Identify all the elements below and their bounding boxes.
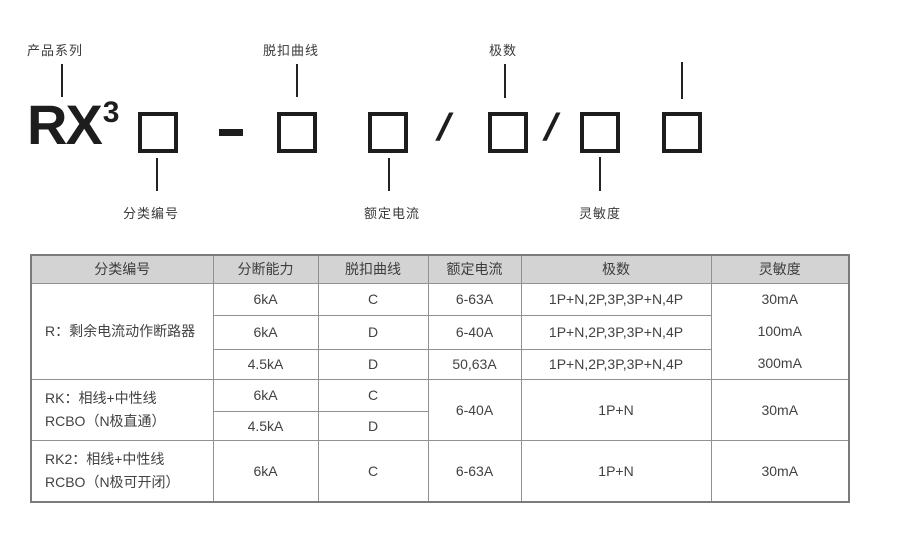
table-row: 6kA D 6-40A 1P+N,2P,3P,3P+N,4P bbox=[31, 314, 849, 350]
sensitivity-value: 300mA bbox=[757, 354, 802, 371]
class-number-box bbox=[138, 112, 178, 153]
header-rated-current: 额定电流 bbox=[427, 254, 522, 284]
spec-table: 分类编号 分断能力 脱扣曲线 额定电流 极数 灵敏度 R：剩余电流动作断路器 6… bbox=[30, 254, 850, 503]
rated-current-cell: 6-63A bbox=[427, 282, 522, 316]
class-number-label: 分类编号 bbox=[123, 206, 180, 221]
rated-current-cell: 50,63A bbox=[427, 348, 522, 380]
trip-curve-cell: C bbox=[317, 378, 429, 412]
sensitivity-value: 30mA bbox=[761, 291, 799, 308]
poles-cell: 1P+N bbox=[520, 378, 712, 441]
table-row: R：剩余电流动作断路器 6kA C 6-63A 1P+N,2P,3P,3P+N,… bbox=[30, 282, 850, 380]
trip-curve-label: 脱扣曲线 bbox=[263, 43, 320, 58]
breaking-capacity-cell: 4.5kA bbox=[212, 410, 319, 441]
product-series-label: 产品系列 bbox=[27, 43, 84, 58]
rated-current-box bbox=[368, 112, 408, 153]
sensitivity-value: 100mA bbox=[757, 323, 802, 339]
trip-curve-cell: D bbox=[317, 410, 429, 441]
category-cell: RK：相线+中性线 RCBO（N极直通） bbox=[30, 378, 214, 441]
last-box-connector-line bbox=[681, 62, 683, 99]
sensitivity-connector-line bbox=[599, 157, 601, 191]
category-cell: RK2：相线+中性线 RCBO（N极可开闭） bbox=[30, 439, 214, 503]
model-superscript: 3 bbox=[102, 96, 120, 129]
table-row: 4.5kA D 50,63A 1P+N,2P,3P,3P+N,4P bbox=[31, 348, 849, 380]
poles-connector-line bbox=[504, 64, 506, 98]
category-line: RCBO（N极可开闭） bbox=[45, 473, 180, 490]
header-class-number: 分类编号 bbox=[30, 254, 214, 284]
series-connector-line bbox=[61, 64, 63, 97]
slash-separator-1: / bbox=[435, 107, 451, 149]
sensitivity-box bbox=[580, 112, 620, 153]
extra-code-box bbox=[662, 112, 702, 153]
breaking-capacity-cell: 6kA bbox=[212, 378, 319, 412]
category-line: RCBO（N极直通） bbox=[45, 412, 166, 429]
model-code-diagram: 产品系列 脱扣曲线 极数 RX3 / / 分类编号 额定电流 灵敏度 bbox=[0, 0, 900, 248]
header-sensitivity: 灵敏度 bbox=[710, 254, 850, 284]
poles-cell: 1P+N bbox=[520, 439, 712, 503]
poles-box bbox=[488, 112, 528, 153]
poles-cell: 1P+N,2P,3P,3P+N,4P bbox=[520, 348, 712, 380]
header-trip-curve: 脱扣曲线 bbox=[317, 254, 429, 284]
breaking-capacity-cell: 6kA bbox=[212, 439, 319, 503]
trip-curve-cell: C bbox=[317, 439, 429, 503]
rated-current-connector-line bbox=[388, 158, 390, 191]
poles-cell: 1P+N,2P,3P,3P+N,4P bbox=[520, 282, 712, 316]
category-line: RK：相线+中性线 bbox=[45, 389, 157, 406]
sensitivity-cell: 30mA 100mA 300mA bbox=[710, 282, 850, 380]
breaking-capacity-cell: 6kA bbox=[212, 282, 319, 316]
sensitivity-cell: 30mA bbox=[710, 439, 850, 503]
poles-cell: 1P+N,2P,3P,3P+N,4P bbox=[520, 314, 712, 350]
category-line: RK2：相线+中性线 bbox=[45, 450, 165, 467]
rated-current-cell: 6-40A bbox=[427, 378, 522, 441]
trip-curve-cell: C bbox=[317, 282, 429, 316]
breaking-capacity-cell: 4.5kA bbox=[212, 348, 319, 380]
slash-separator-2: / bbox=[542, 107, 558, 149]
sensitivity-label: 灵敏度 bbox=[579, 206, 622, 221]
sensitivity-cell: 30mA bbox=[710, 378, 850, 441]
poles-label: 极数 bbox=[489, 43, 518, 58]
rated-current-cell: 6-40A bbox=[427, 314, 522, 350]
dash-separator bbox=[219, 129, 243, 136]
trip-curve-connector-line bbox=[296, 64, 298, 97]
trip-curve-cell: D bbox=[317, 314, 429, 350]
category-cell: R：剩余电流动作断路器 bbox=[30, 282, 214, 380]
breaking-capacity-cell: 6kA bbox=[212, 314, 319, 350]
rated-current-cell: 6-63A bbox=[427, 439, 522, 503]
rated-current-label: 额定电流 bbox=[364, 206, 421, 221]
model-prefix: RX3 bbox=[27, 96, 120, 153]
trip-curve-box bbox=[277, 112, 317, 153]
sensitivity-stack: 30mA 100mA 300mA bbox=[712, 284, 848, 378]
model-prefix-text: RX bbox=[27, 93, 103, 156]
header-row: 分类编号 分断能力 脱扣曲线 额定电流 极数 灵敏度 bbox=[30, 254, 850, 284]
table-row: RK：相线+中性线 RCBO（N极直通） 6kA C 6-40A 1P+N 30… bbox=[30, 378, 850, 441]
table-row: RK2：相线+中性线 RCBO（N极可开闭） 6kA C 6-63A 1P+N … bbox=[30, 439, 850, 503]
table-row: 4.5kA D bbox=[31, 410, 849, 441]
class-number-connector-line bbox=[156, 158, 158, 191]
trip-curve-cell: D bbox=[317, 348, 429, 380]
header-poles: 极数 bbox=[520, 254, 712, 284]
header-breaking-capacity: 分断能力 bbox=[212, 254, 319, 284]
